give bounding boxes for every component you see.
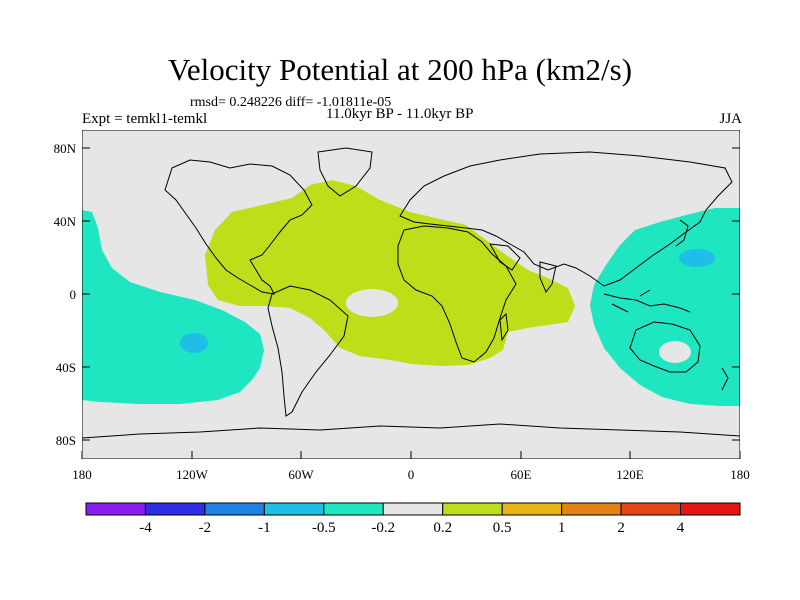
negative-region-pacific xyxy=(82,210,264,404)
lon-label: 180 xyxy=(72,467,92,482)
coast-new-zealand xyxy=(721,367,729,391)
map-title: Velocity Potential at 200 hPa (km2/s) xyxy=(167,52,633,87)
experiment-label: Expt = temkl1-temkl xyxy=(82,111,208,127)
coast-greenland xyxy=(317,147,373,197)
neutral-hole-australia xyxy=(659,341,691,363)
coast-south-asia xyxy=(489,243,557,293)
colorbar-swatch xyxy=(85,502,146,516)
period-line: 11.0kyr BP - 11.0kyr BP xyxy=(326,106,474,122)
colorbar-swatch xyxy=(382,502,444,516)
coast-eurasia xyxy=(399,151,733,287)
lat-label: 40N xyxy=(54,214,77,229)
stats-line: rmsd= 0.248226 diff= -1.01811e-05 xyxy=(190,95,392,110)
colorbar-swatch xyxy=(263,502,325,516)
colorbar-swatch xyxy=(323,502,384,516)
coast-japan xyxy=(675,219,689,247)
lat-label: 80N xyxy=(54,141,77,156)
lat-label: 40S xyxy=(56,360,76,375)
lon-labels: 180 120W 60W 0 60E 120E 180 xyxy=(72,467,750,482)
colorbar-label: -2 xyxy=(199,520,212,536)
positive-region-atlantic-africa xyxy=(205,180,575,366)
coast-australia xyxy=(629,321,701,373)
lon-label: 60W xyxy=(288,467,314,482)
coast-antarctica xyxy=(82,423,740,439)
colorbar-label: 1 xyxy=(558,520,566,536)
colorbar-label: 2 xyxy=(617,520,625,536)
colorbar-label: -0.2 xyxy=(371,520,395,536)
lon-label: 120E xyxy=(616,467,644,482)
colorbar-swatch xyxy=(144,502,206,516)
colorbar-labels: -4 -2 -1 -0.5 -0.2 0.2 0.5 1 2 4 xyxy=(139,520,685,536)
lon-label: 60E xyxy=(511,467,532,482)
colorbar-swatch xyxy=(204,502,265,516)
coast-maritime-continent xyxy=(603,289,691,313)
colorbar xyxy=(85,502,741,516)
strong-negative-pacific xyxy=(180,333,208,353)
coastlines xyxy=(82,147,740,439)
neutral-hole-atlantic xyxy=(346,289,398,317)
colorbar-swatch xyxy=(680,502,741,516)
coast-north-america xyxy=(164,159,313,295)
strong-negative-west-pacific xyxy=(679,249,715,267)
colorbar-label: -0.5 xyxy=(312,520,336,536)
coast-madagascar xyxy=(499,312,509,342)
coast-south-america xyxy=(267,285,349,417)
lon-label: 0 xyxy=(408,467,415,482)
colorbar-label: -4 xyxy=(139,520,152,536)
colorbar-swatch xyxy=(561,502,622,516)
lat-label: 0 xyxy=(70,287,77,302)
colorbar-swatch xyxy=(501,502,563,516)
colorbar-label: 0.2 xyxy=(433,520,452,536)
lat-labels: 80N 40N 0 40S 80S xyxy=(54,141,77,448)
colorbar-label: 0.5 xyxy=(493,520,512,536)
season-label: JJA xyxy=(719,111,742,127)
lon-label: 180 xyxy=(730,467,750,482)
axis-ticks xyxy=(81,147,741,459)
lon-label: 120W xyxy=(176,467,209,482)
colorbar-label: -1 xyxy=(258,520,271,536)
lat-label: 80S xyxy=(56,433,76,448)
map-panel xyxy=(82,130,740,459)
colorbar-swatch xyxy=(442,502,503,516)
coast-africa xyxy=(397,225,517,363)
colorbar-swatch xyxy=(620,502,682,516)
colorbar-label: 4 xyxy=(677,520,685,536)
